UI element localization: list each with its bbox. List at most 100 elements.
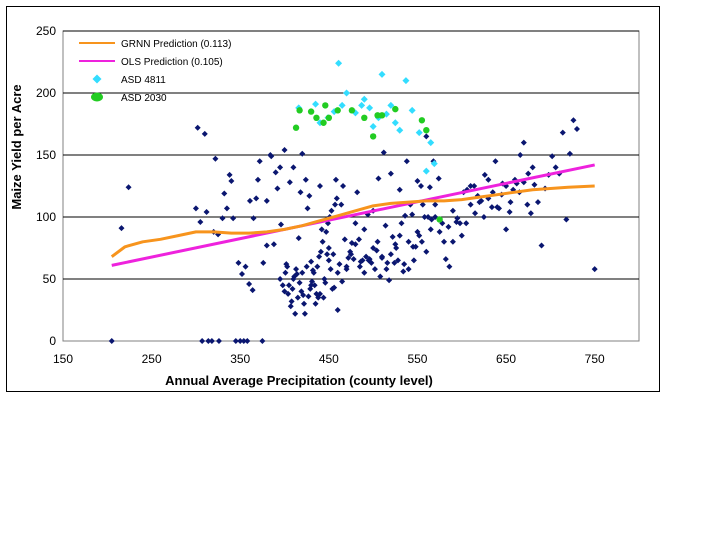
data-point <box>212 155 219 162</box>
data-point <box>421 214 428 220</box>
data-point <box>570 117 577 124</box>
data-point <box>378 70 386 78</box>
data-point <box>384 259 391 266</box>
data-point <box>423 133 430 140</box>
data-point <box>295 235 302 242</box>
data-point <box>316 290 323 297</box>
data-point <box>316 183 323 189</box>
legend-label: ASD 4811 <box>121 75 166 86</box>
data-point <box>415 129 423 137</box>
data-point <box>199 338 206 344</box>
data-point <box>312 100 320 108</box>
data-point <box>299 150 306 157</box>
data-point <box>566 150 573 157</box>
data-point <box>253 195 260 202</box>
data-point <box>194 124 201 131</box>
y-tick-label: 50 <box>43 272 57 286</box>
data-point <box>430 160 438 168</box>
data-point <box>254 176 261 183</box>
data-point <box>249 287 256 294</box>
data-point <box>378 112 386 119</box>
data-point <box>426 184 433 191</box>
data-point <box>573 125 580 132</box>
y-tick-label: 150 <box>36 148 56 162</box>
data-point <box>316 253 323 260</box>
data-point <box>422 167 430 175</box>
data-point <box>290 164 297 171</box>
legend-swatch <box>91 92 103 102</box>
data-point <box>449 207 456 214</box>
data-point <box>301 300 308 307</box>
data-point <box>534 199 541 206</box>
data-point <box>405 266 412 273</box>
chart-svg: 0 50 100 150 200 250 150 250 350 450 550 650 750 GRN… <box>9 24 640 388</box>
data-point <box>396 126 404 134</box>
data-point <box>263 197 270 204</box>
data-marks <box>108 59 598 344</box>
y-tick-label: 0 <box>49 334 56 348</box>
data-point <box>418 117 426 124</box>
data-point <box>363 253 370 260</box>
data-point <box>338 201 345 208</box>
data-point <box>409 211 416 218</box>
data-point <box>284 263 291 270</box>
x-tick-label: 750 <box>585 352 605 366</box>
data-point <box>323 228 330 235</box>
data-point <box>471 183 478 189</box>
data-point <box>319 238 326 245</box>
data-point <box>371 266 378 273</box>
data-point <box>246 280 253 287</box>
data-point <box>432 201 439 208</box>
data-point <box>293 266 300 273</box>
data-point <box>240 338 247 344</box>
data-point <box>374 112 381 119</box>
data-point <box>507 199 514 206</box>
data-point <box>313 114 320 122</box>
data-point <box>396 186 403 193</box>
data-point <box>369 122 377 130</box>
data-point <box>219 215 226 222</box>
data-point <box>286 179 293 186</box>
data-point <box>292 124 300 131</box>
data-point <box>301 310 308 317</box>
data-point <box>445 223 452 230</box>
data-point <box>325 114 333 122</box>
data-point <box>352 220 359 227</box>
data-point <box>436 228 443 235</box>
data-point <box>387 101 395 109</box>
y-tick-label: 200 <box>36 86 56 100</box>
data-point <box>387 251 394 258</box>
data-point <box>289 285 296 292</box>
data-point <box>256 158 263 165</box>
data-point <box>287 303 294 310</box>
x-tick-label: 250 <box>142 352 162 366</box>
data-point <box>506 209 513 216</box>
data-point <box>405 238 412 245</box>
data-point <box>446 263 453 270</box>
data-point <box>281 147 288 154</box>
data-point <box>338 101 346 109</box>
series-line <box>110 184 595 258</box>
data-point <box>358 101 366 109</box>
data-point <box>340 183 347 189</box>
data-point <box>403 158 410 165</box>
data-point <box>221 190 228 197</box>
data-point <box>391 259 398 266</box>
x-tick-label: 650 <box>496 352 516 366</box>
data-point <box>418 183 425 189</box>
data-point <box>402 212 409 219</box>
data-point <box>369 133 377 140</box>
series-line <box>111 163 595 267</box>
data-point <box>314 263 321 270</box>
data-point <box>410 243 417 250</box>
data-point <box>307 108 315 115</box>
data-point <box>414 178 421 185</box>
data-point <box>559 129 566 136</box>
data-point <box>299 269 306 276</box>
data-point <box>379 253 386 260</box>
data-point <box>355 236 362 243</box>
data-point <box>244 338 251 344</box>
data-point <box>365 257 372 264</box>
data-point <box>425 214 432 220</box>
data-point <box>330 251 337 258</box>
